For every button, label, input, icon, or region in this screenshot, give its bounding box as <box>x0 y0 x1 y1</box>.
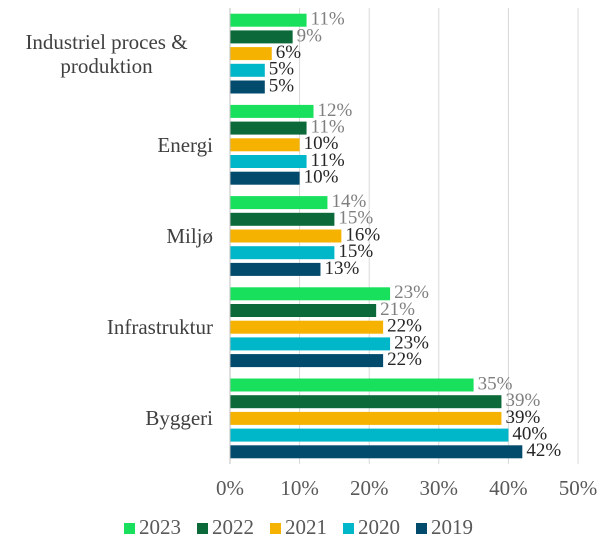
category-label: Industriel proces & produktion <box>0 30 213 78</box>
bar <box>230 212 335 226</box>
data-label: 5% <box>269 59 295 80</box>
legend-label: 2020 <box>358 515 400 539</box>
data-label: 23% <box>394 282 429 303</box>
category-text: Energi <box>157 132 213 157</box>
category-label: Energi <box>157 133 213 157</box>
bar <box>230 196 328 210</box>
bar <box>230 337 391 351</box>
data-label: 10% <box>304 167 339 188</box>
bar <box>230 171 300 185</box>
bar <box>230 121 307 135</box>
bar <box>230 155 307 168</box>
data-label: 12% <box>318 100 353 121</box>
bar <box>230 262 321 276</box>
category-text: Miljø <box>166 224 213 248</box>
bar <box>230 13 307 27</box>
data-label: 42% <box>526 440 561 461</box>
category-text: Byggeri <box>145 406 213 431</box>
data-label: 6% <box>276 42 302 63</box>
bar <box>230 246 335 260</box>
data-label: 23% <box>394 332 429 353</box>
bar <box>230 428 509 442</box>
data-label: 40% <box>512 423 547 444</box>
x-tick-label: 40% <box>489 476 528 500</box>
legend-swatch <box>197 523 208 534</box>
data-label: 22% <box>387 349 422 370</box>
bar <box>230 63 265 77</box>
data-label: 13% <box>324 258 359 279</box>
legend-label: 2021 <box>285 515 327 539</box>
bar <box>230 30 293 44</box>
data-label: 15% <box>338 208 373 229</box>
category-label: Infrastruktur <box>107 315 213 339</box>
data-label: 39% <box>505 390 540 411</box>
bar <box>230 320 384 334</box>
legend-swatch <box>124 523 135 534</box>
data-label: 5% <box>269 75 295 96</box>
data-label: 11% <box>311 150 345 171</box>
bar <box>230 304 377 317</box>
category-text: Industriel proces & produktion <box>25 29 188 78</box>
x-tick-label: 10% <box>280 476 319 500</box>
data-label: 16% <box>345 224 380 245</box>
data-label: 11% <box>311 116 345 137</box>
category-text: Infrastruktur <box>106 315 213 340</box>
bar <box>230 378 474 392</box>
x-tick-label: 20% <box>350 476 389 500</box>
data-label: 14% <box>331 191 366 212</box>
data-label: 10% <box>304 133 339 154</box>
bar <box>230 395 502 409</box>
data-label: 35% <box>478 373 513 394</box>
bar <box>230 354 384 368</box>
x-tick-label: 30% <box>420 476 459 500</box>
bar <box>230 138 300 152</box>
bar <box>230 229 342 243</box>
bar <box>230 287 391 301</box>
bar <box>230 104 314 118</box>
legend-label: 2019 <box>431 515 473 539</box>
category-label: Miljø <box>166 224 213 248</box>
legend-swatch <box>343 523 354 534</box>
data-label: 39% <box>505 407 540 428</box>
x-tick-label: 0% <box>216 476 244 500</box>
bar <box>230 47 272 61</box>
data-label: 15% <box>338 241 373 262</box>
legend-swatch <box>270 523 281 534</box>
legend-label: 2023 <box>139 515 181 539</box>
bar <box>230 80 265 94</box>
data-label: 11% <box>311 9 345 30</box>
bar <box>230 411 502 425</box>
x-tick-label: 50% <box>559 476 598 500</box>
bar <box>230 445 523 459</box>
data-label: 22% <box>387 316 422 337</box>
data-label: 9% <box>297 25 323 46</box>
category-label: Byggeri <box>145 406 213 430</box>
data-label: 21% <box>380 299 415 320</box>
legend-swatch <box>416 523 427 534</box>
legend-label: 2022 <box>212 515 254 539</box>
